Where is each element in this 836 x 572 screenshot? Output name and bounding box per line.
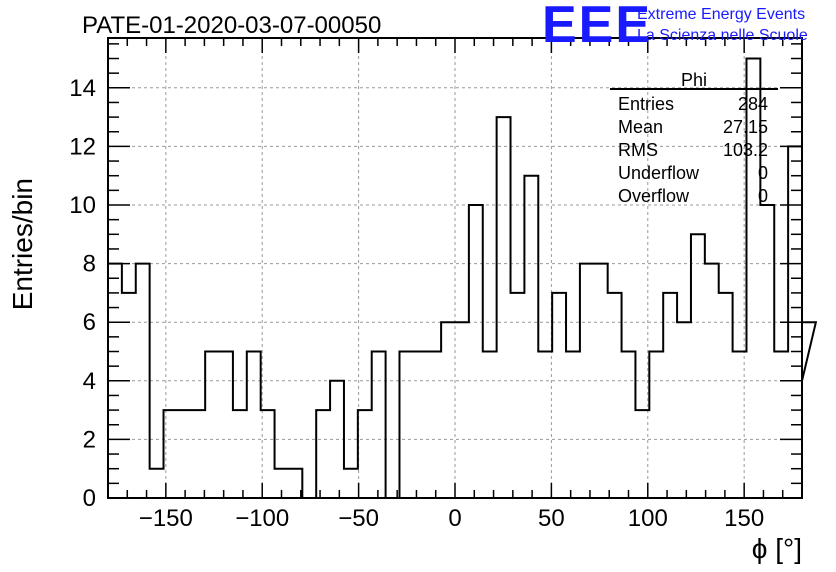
x-axis-title: ϕ [°] — [752, 533, 802, 564]
logo-subtitle-1: Extreme Energy Events — [637, 6, 805, 23]
y-tick-label: 0 — [83, 485, 96, 512]
stats-box: Phi Entries 284 Mean 27.15 RMS 103.2 Underflow… — [610, 70, 778, 206]
x-tick-label: 150 — [724, 505, 764, 532]
y-tick-label: 4 — [83, 368, 96, 395]
x-tick-label: 100 — [628, 505, 668, 532]
stats-value: 27.15 — [723, 117, 768, 137]
stats-label: Overflow — [618, 186, 690, 206]
y-tick-label: 6 — [83, 309, 96, 336]
chart-title: PATE-01-2020-03-07-00050 — [82, 12, 381, 39]
x-tick-label: 50 — [538, 505, 565, 532]
y-tick-label: 14 — [69, 75, 96, 102]
grid-lines — [108, 38, 802, 498]
y-tick-label: 8 — [83, 251, 96, 278]
y-tick-labels: 0 2 4 6 8 10 12 14 — [69, 75, 96, 512]
stats-value: 0 — [758, 186, 768, 206]
axis-ticks — [107, 38, 803, 499]
stats-value: 284 — [738, 94, 768, 114]
stats-label: Mean — [618, 117, 663, 137]
histogram-step-line — [108, 57, 818, 499]
stats-label: Underflow — [618, 163, 700, 183]
y-tick-label: 2 — [83, 426, 96, 453]
eee-logo: EEE — [542, 0, 652, 54]
x-tick-label: 0 — [448, 505, 461, 532]
stats-label: RMS — [618, 140, 658, 160]
y-tick-label: 10 — [69, 192, 96, 219]
x-tick-label: −150 — [139, 505, 193, 532]
stats-value: 103.2 — [723, 140, 768, 160]
y-axis-title: Entries/bin — [7, 178, 38, 310]
stats-label: Entries — [618, 94, 674, 114]
x-tick-label: −100 — [235, 505, 289, 532]
logo-subtitle-2: La Scienza nelle Scuole — [637, 27, 808, 44]
y-tick-label: 12 — [69, 133, 96, 160]
x-tick-label: −50 — [338, 505, 379, 532]
x-tick-labels: −150 −100 −50 0 50 100 150 — [139, 505, 764, 532]
stats-value: 0 — [758, 163, 768, 183]
stats-title: Phi — [681, 70, 707, 90]
